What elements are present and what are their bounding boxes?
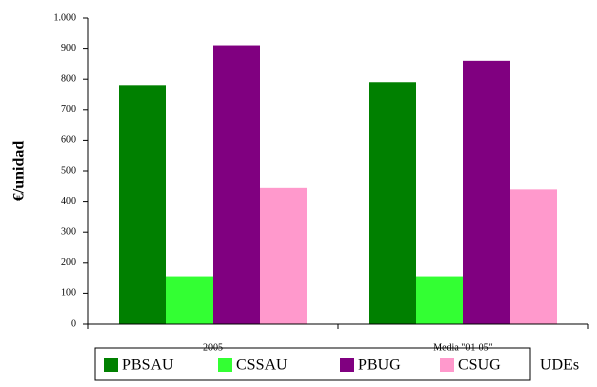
bar bbox=[119, 85, 166, 324]
y-tick-label: 1.000 bbox=[54, 12, 77, 23]
y-tick-label: 600 bbox=[61, 135, 76, 146]
y-tick-label: 700 bbox=[61, 104, 76, 115]
legend-label: PBSAU bbox=[122, 357, 174, 374]
y-tick-label: 300 bbox=[61, 226, 76, 237]
bar bbox=[463, 60, 510, 325]
legend-swatch bbox=[218, 358, 232, 372]
legend-label: CSSAU bbox=[236, 357, 288, 374]
x-tick-label: Media "01-05" bbox=[433, 342, 493, 353]
legend-swatch bbox=[340, 358, 354, 372]
x-axis-label: UDEs bbox=[540, 357, 579, 374]
bar bbox=[213, 45, 260, 324]
bar bbox=[369, 82, 416, 324]
y-tick-label: 800 bbox=[61, 73, 76, 84]
y-axis-label: €/unidad bbox=[11, 141, 28, 202]
y-tick-label: 100 bbox=[61, 288, 76, 299]
legend-label: PBUG bbox=[358, 357, 401, 374]
bar bbox=[416, 276, 463, 324]
bar bbox=[260, 187, 307, 324]
bar bbox=[166, 276, 213, 324]
legend-box bbox=[94, 347, 531, 381]
legend-swatch bbox=[104, 358, 118, 372]
legend-label: CSUG bbox=[458, 357, 501, 374]
y-tick-label: 0 bbox=[71, 318, 76, 329]
y-tick-label: 900 bbox=[61, 43, 76, 54]
x-tick-label: 2005 bbox=[203, 342, 223, 353]
legend-swatch bbox=[440, 358, 454, 372]
y-tick-label: 500 bbox=[61, 165, 76, 176]
y-tick-label: 400 bbox=[61, 196, 76, 207]
bar bbox=[510, 189, 557, 324]
y-tick-label: 200 bbox=[61, 257, 76, 268]
